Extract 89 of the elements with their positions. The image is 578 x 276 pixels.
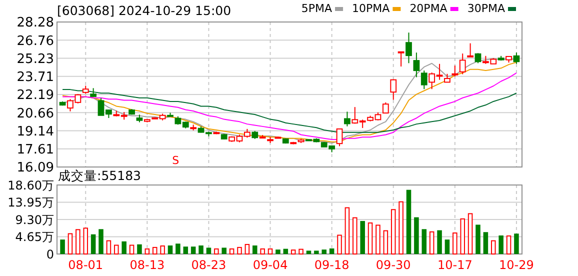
y-tick-label: 18.60万 (8, 178, 54, 192)
bar (376, 224, 380, 254)
bar (429, 231, 434, 254)
y-tick-label: 22.19 (16, 88, 54, 104)
bar (98, 229, 104, 254)
legend-label: 30PMA (467, 2, 506, 15)
y-tick-label: 13.95万 (8, 196, 54, 210)
x-tick-label: 09-04 (252, 258, 288, 272)
bar (122, 241, 126, 254)
bar (329, 248, 334, 254)
legend-label: 20PMA (410, 2, 448, 15)
bar (160, 245, 165, 254)
bar (398, 201, 404, 254)
bar (476, 224, 480, 254)
x-tick-label: 09-18 (314, 258, 350, 272)
bar (168, 245, 173, 254)
bar (444, 240, 450, 254)
bar (498, 235, 504, 254)
legend-label: 10PMA (352, 2, 390, 15)
bar (244, 244, 250, 254)
legend-label: 5PMA (301, 2, 332, 15)
bar (237, 246, 242, 254)
y-tick-label: 16.09 (16, 160, 54, 176)
bar (452, 232, 458, 254)
bar (144, 248, 150, 254)
bar (222, 248, 226, 254)
bar (137, 244, 142, 254)
bar (214, 248, 219, 254)
bar (490, 240, 496, 254)
bar (60, 240, 65, 254)
bar (229, 248, 234, 254)
x-tick-label: 10-17 (437, 258, 472, 272)
y-tick-label: 0 (46, 247, 54, 262)
bar (422, 229, 427, 254)
y-tick-label: 17.61 (16, 142, 54, 158)
y-tick-label: 28.28 (16, 16, 54, 31)
x-tick-label: 08-13 (130, 258, 165, 272)
y-tick-label: 26.76 (16, 34, 54, 49)
bar (90, 234, 96, 254)
bar (314, 250, 319, 254)
bar (406, 190, 412, 254)
y-tick-label: 19.14 (16, 124, 54, 140)
bar (76, 229, 80, 254)
bar (283, 248, 288, 254)
bar (268, 248, 273, 254)
bar (514, 234, 519, 254)
bar (176, 244, 180, 254)
bar (368, 222, 373, 254)
x-tick-label: 08-01 (68, 258, 104, 272)
bar (383, 230, 388, 254)
bar (483, 232, 488, 254)
x-tick-label: 09-30 (376, 258, 411, 272)
annotation: S (172, 154, 180, 167)
chart-title: [603068] 2024-10-29 15:00 (57, 3, 232, 18)
x-tick-label: 08-23 (191, 258, 226, 272)
chart-title: 成交量:55183 (58, 168, 141, 183)
y-tick-label: 4.65万 (15, 230, 54, 244)
bar (252, 245, 258, 254)
y-tick-label: 23.71 (16, 70, 54, 86)
bar (460, 218, 465, 254)
bar (290, 250, 296, 254)
bar (298, 248, 304, 254)
bar (337, 234, 342, 254)
y-tick-label: 20.66 (16, 106, 54, 122)
bar (206, 248, 212, 254)
bar (129, 244, 134, 254)
bar (306, 250, 312, 254)
bar (390, 209, 396, 254)
bar (506, 235, 512, 254)
bar (152, 246, 158, 254)
bar (437, 230, 442, 254)
bar (106, 240, 112, 254)
bar (414, 217, 419, 254)
bar (198, 245, 204, 254)
bar (344, 207, 350, 254)
bar (276, 250, 280, 254)
bar (183, 246, 188, 254)
bar (360, 220, 365, 254)
y-tick-label: 9.30万 (15, 212, 54, 227)
bar (190, 246, 196, 254)
bar (260, 248, 265, 254)
y-tick-label: 25.23 (16, 52, 54, 67)
bar (83, 228, 88, 254)
bar (322, 250, 327, 254)
bar (114, 244, 119, 254)
bar (468, 213, 473, 254)
bar (352, 217, 358, 254)
x-tick-label: 10-29 (499, 258, 534, 272)
bar (68, 233, 73, 254)
